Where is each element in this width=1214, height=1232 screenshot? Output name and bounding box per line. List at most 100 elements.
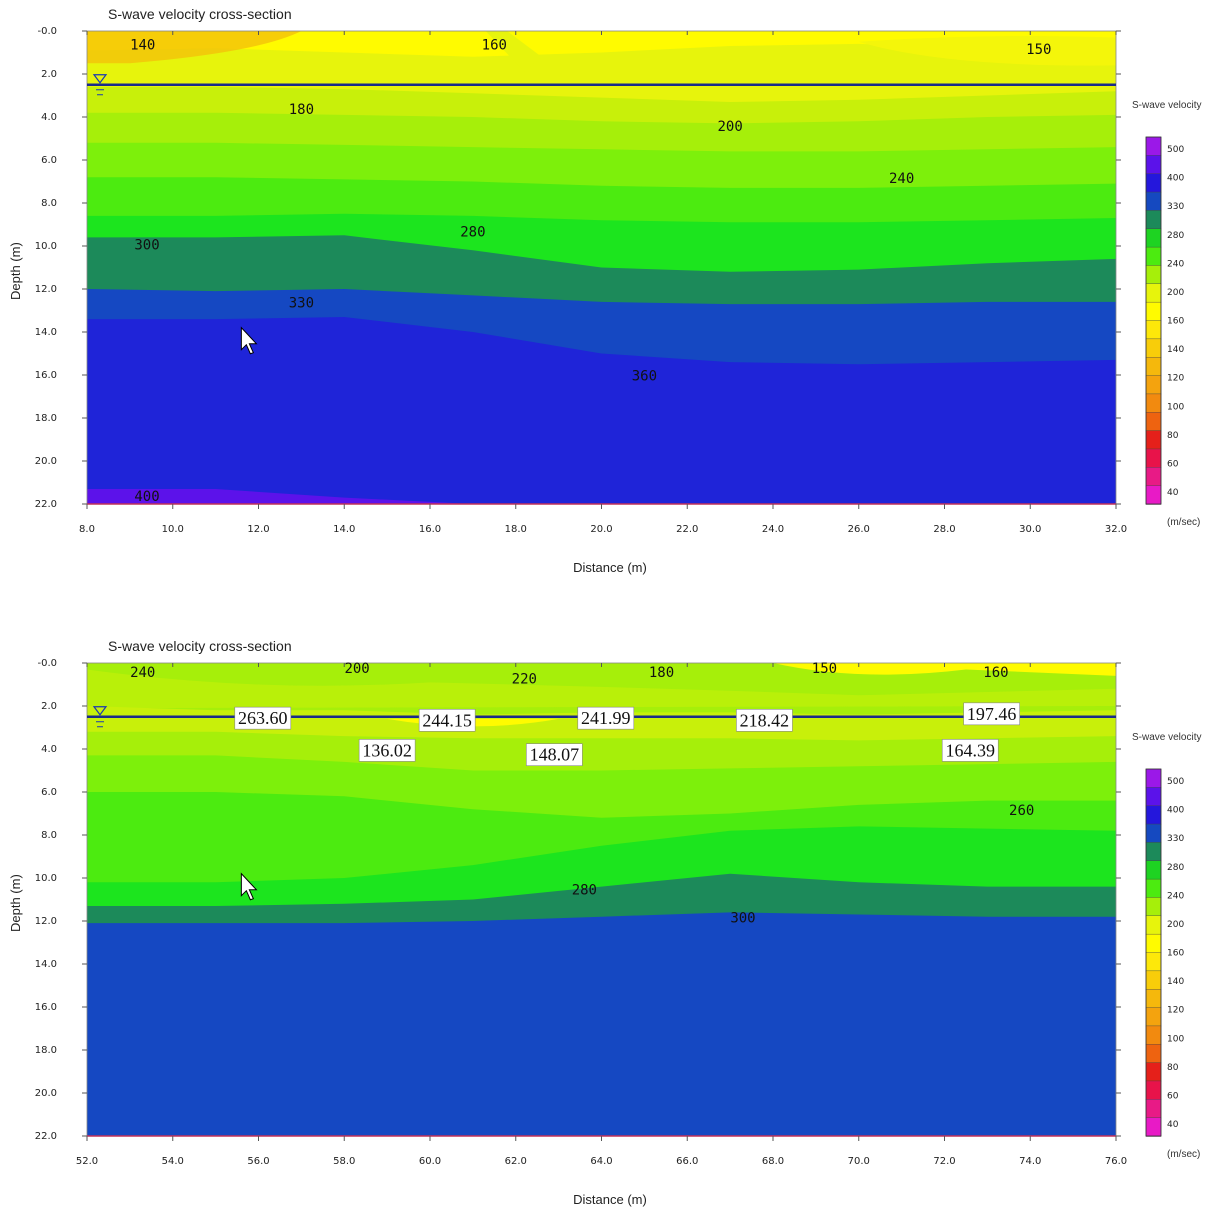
legend-label: 280: [1167, 863, 1184, 873]
y-tick-label: 10.0: [35, 241, 57, 252]
value-label-box: [234, 706, 292, 730]
x-tick-label: 54.0: [162, 1156, 184, 1167]
x-tick-label: 14.0: [333, 524, 355, 535]
mouse-cursor-icon: [240, 872, 258, 901]
y-tick-label: 4.0: [41, 112, 57, 123]
legend-label: 140: [1167, 345, 1184, 355]
contour-label: 180: [649, 665, 674, 681]
contour-label: 400: [134, 489, 159, 505]
contour-label: 220: [512, 672, 537, 688]
legend-swatch: [1145, 375, 1162, 395]
legend-swatch: [1145, 357, 1162, 377]
y-tick-label: 6.0: [41, 787, 57, 798]
x-tick-label: 52.0: [76, 1156, 98, 1167]
y-tick-label: 18.0: [35, 413, 57, 424]
y-tick-label: 8.0: [41, 198, 57, 209]
legend-swatch: [1145, 1080, 1162, 1101]
legend-label: 120: [1167, 1006, 1184, 1016]
chart-panel-bottom: S-wave velocity cross-section Depth (m) …: [0, 632, 1214, 1232]
legend-swatch: [1145, 860, 1162, 880]
legend-swatch: [1145, 191, 1162, 212]
legend-swatch: [1145, 283, 1162, 303]
contour-label: 200: [344, 661, 369, 677]
legend-swatch: [1145, 787, 1162, 807]
value-label-box: [526, 743, 583, 766]
x-tick-label: 22.0: [676, 524, 698, 535]
x-axis-label: Distance (m): [573, 1192, 647, 1207]
y-tick-label: 6.0: [41, 155, 57, 166]
y-tick-label: 12.0: [35, 284, 57, 295]
legend-label: 120: [1167, 374, 1184, 384]
x-tick-label: 56.0: [247, 1156, 269, 1167]
legend-label: 160: [1167, 949, 1184, 959]
contour-label: 160: [983, 665, 1008, 681]
x-tick-label: 66.0: [676, 1156, 698, 1167]
y-tick-label: 20.0: [35, 456, 57, 467]
value-label-box: [418, 709, 476, 732]
x-tick-label: 60.0: [419, 1156, 441, 1167]
cross-section-plot: 52.0 54.0 56.0 58.0 60.0 62.0 64.0 66.0 68.0 70.0…: [35, 658, 1185, 1167]
y-tick-label: 16.0: [35, 1002, 57, 1013]
legend-title: S-wave velocity: [1132, 100, 1202, 111]
x-tick-label: 12.0: [247, 524, 269, 535]
legend-label: 100: [1167, 402, 1184, 412]
legend-swatch: [1145, 173, 1162, 193]
x-axis-label: Distance (m): [573, 560, 647, 575]
legend-swatch: [1145, 412, 1162, 432]
legend-swatch: [1145, 1117, 1162, 1137]
y-tick-label: 22.0: [35, 499, 57, 510]
legend-swatch: [1145, 246, 1162, 267]
water-table-icon: [92, 706, 108, 716]
cross-section-plot: 8.0 10.0 12.0 14.0 16.0 18.0 20.0 22.0 24.0 26.0 2…: [35, 26, 1185, 535]
water-table-icon: [92, 74, 108, 84]
y-tick-label: 20.0: [35, 1088, 57, 1099]
legend-swatch: [1145, 1062, 1162, 1082]
legend-label: 240: [1167, 259, 1184, 269]
value-label: 164.39: [945, 740, 995, 760]
legend-swatch: [1145, 1025, 1162, 1045]
y-tick-label: -0.0: [37, 26, 57, 37]
x-tick-label: 16.0: [419, 524, 441, 535]
legend-label: 330: [1167, 834, 1184, 844]
legend-title: S-wave velocity: [1132, 732, 1202, 743]
contour-label: 300: [134, 237, 159, 253]
legend-label: 100: [1167, 1034, 1184, 1044]
y-tick-label: 22.0: [35, 1131, 57, 1142]
contour-label: 240: [130, 665, 155, 681]
legend-swatch: [1145, 338, 1162, 358]
legend-swatch: [1145, 1007, 1162, 1027]
y-tick-label: -0.0: [37, 658, 57, 669]
legend-swatch: [1145, 768, 1162, 789]
value-label: 263.60: [238, 708, 288, 728]
legend-swatch: [1145, 155, 1162, 175]
value-label: 241.99: [581, 708, 631, 728]
legend-label: 60: [1167, 1091, 1179, 1101]
legend-swatch: [1145, 467, 1162, 487]
velocity-band: [87, 489, 1116, 504]
x-tick-label: 26.0: [848, 524, 870, 535]
legend-label: 140: [1167, 977, 1184, 987]
legend-swatch: [1145, 915, 1162, 935]
velocity-band: [858, 36, 1116, 66]
legend-swatch: [1145, 842, 1162, 862]
legend-label: 40: [1167, 1120, 1179, 1130]
velocity-band: [87, 669, 1116, 709]
x-tick-label: 30.0: [1019, 524, 1041, 535]
x-tick-label: 70.0: [848, 1156, 870, 1167]
legend-label: 400: [1167, 806, 1184, 816]
contour-label: 360: [632, 369, 657, 385]
legend-swatch: [1145, 301, 1162, 322]
legend-label: 200: [1167, 288, 1184, 298]
y-tick-label: 2.0: [41, 69, 57, 80]
value-label-box: [736, 709, 793, 732]
y-tick-label: 14.0: [35, 959, 57, 970]
legend-swatch: [1145, 136, 1162, 157]
legend-label: 80: [1167, 431, 1179, 441]
legend-swatch: [1145, 970, 1162, 990]
contour-label: 150: [812, 661, 837, 677]
velocity-band: [87, 317, 1116, 504]
y-tick-label: 14.0: [35, 327, 57, 338]
legend-label: 330: [1167, 202, 1184, 212]
mouse-cursor-icon: [240, 326, 258, 355]
legend-unit: (m/sec): [1167, 517, 1201, 528]
